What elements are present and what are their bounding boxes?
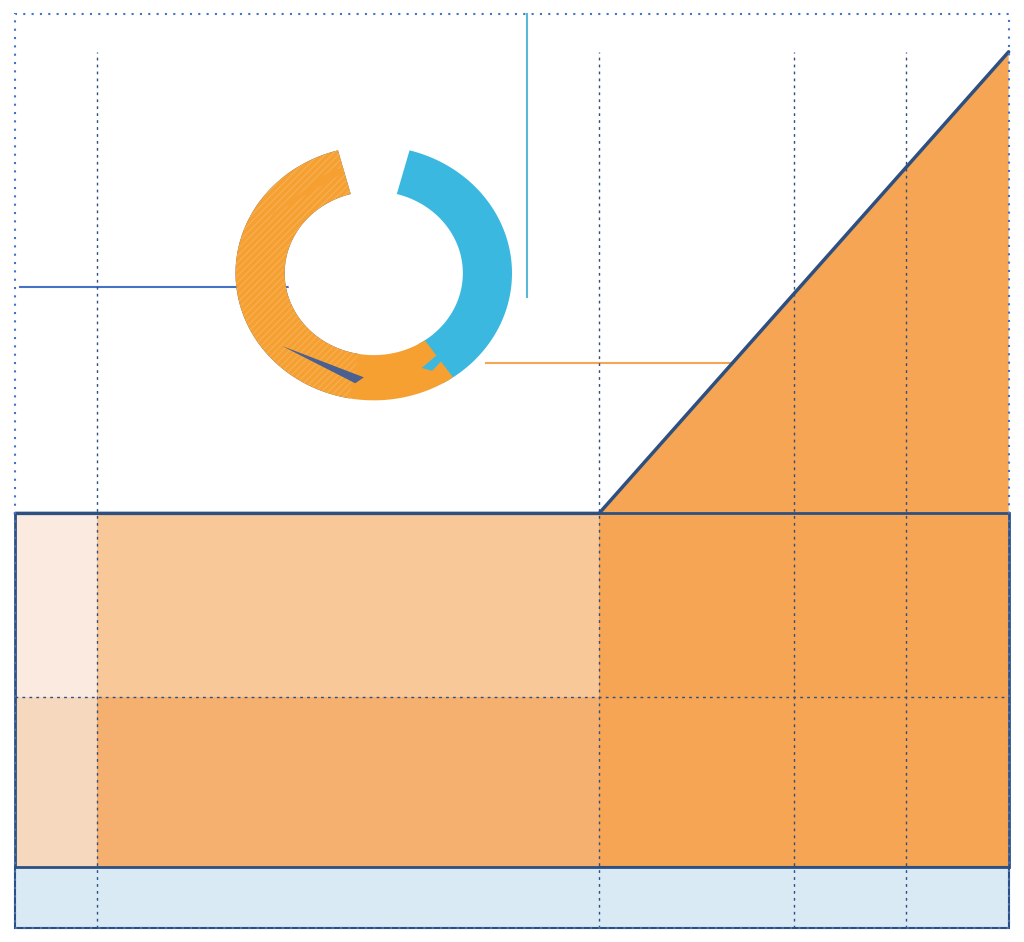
Bar (15, 513, 1009, 867)
Bar (15, 513, 97, 867)
Polygon shape (397, 151, 512, 383)
Polygon shape (236, 151, 453, 400)
Polygon shape (269, 168, 344, 216)
Bar (15, 867, 1009, 928)
Polygon shape (236, 151, 358, 398)
Bar (97, 513, 599, 867)
Bar (97, 697, 599, 867)
Polygon shape (422, 313, 487, 371)
Polygon shape (283, 346, 364, 383)
Bar (15, 697, 97, 867)
Circle shape (288, 194, 460, 352)
Polygon shape (599, 52, 1009, 867)
